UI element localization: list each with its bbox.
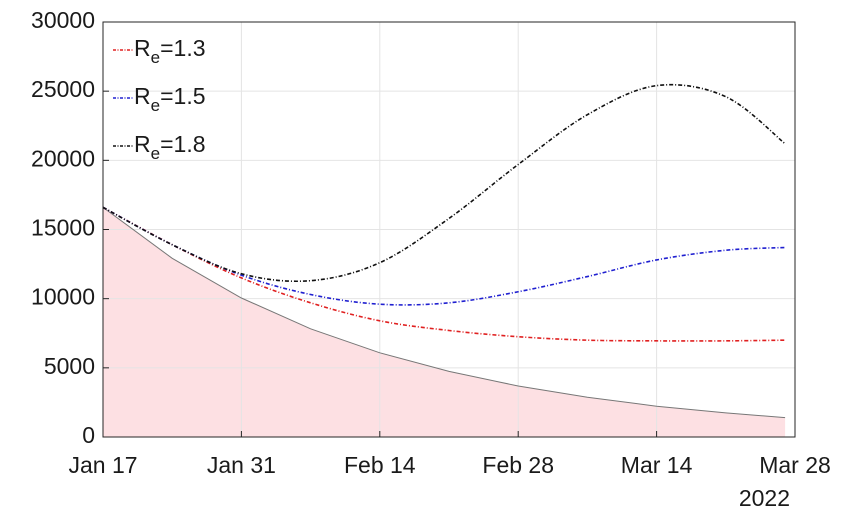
x-tick-label: Jan 31	[207, 452, 276, 478]
area-edge	[102, 206, 786, 419]
x-year-label: 2022	[739, 485, 790, 511]
y-tick-label: 15000	[31, 215, 95, 241]
area	[103, 207, 786, 437]
y-tick-label: 0	[82, 422, 95, 448]
x-tick-label: Mar 28	[759, 452, 831, 478]
y-tick-label: 25000	[31, 76, 95, 102]
line	[102, 83, 786, 283]
legend-label: Re=1.5	[134, 83, 206, 115]
x-tick-label: Mar 14	[621, 452, 693, 478]
legend-label: Re=1.3	[134, 35, 206, 67]
x-tick-label: Feb 28	[482, 452, 554, 478]
y-tick-label: 10000	[31, 284, 95, 310]
legend-label: Re=1.8	[134, 131, 206, 163]
y-tick-label: 5000	[44, 353, 95, 379]
x-tick-label: Feb 14	[344, 452, 416, 478]
line	[102, 206, 786, 342]
x-tick-label: Jan 17	[68, 452, 137, 478]
y-tick-label: 30000	[31, 7, 95, 33]
y-tick-label: 20000	[31, 145, 95, 171]
